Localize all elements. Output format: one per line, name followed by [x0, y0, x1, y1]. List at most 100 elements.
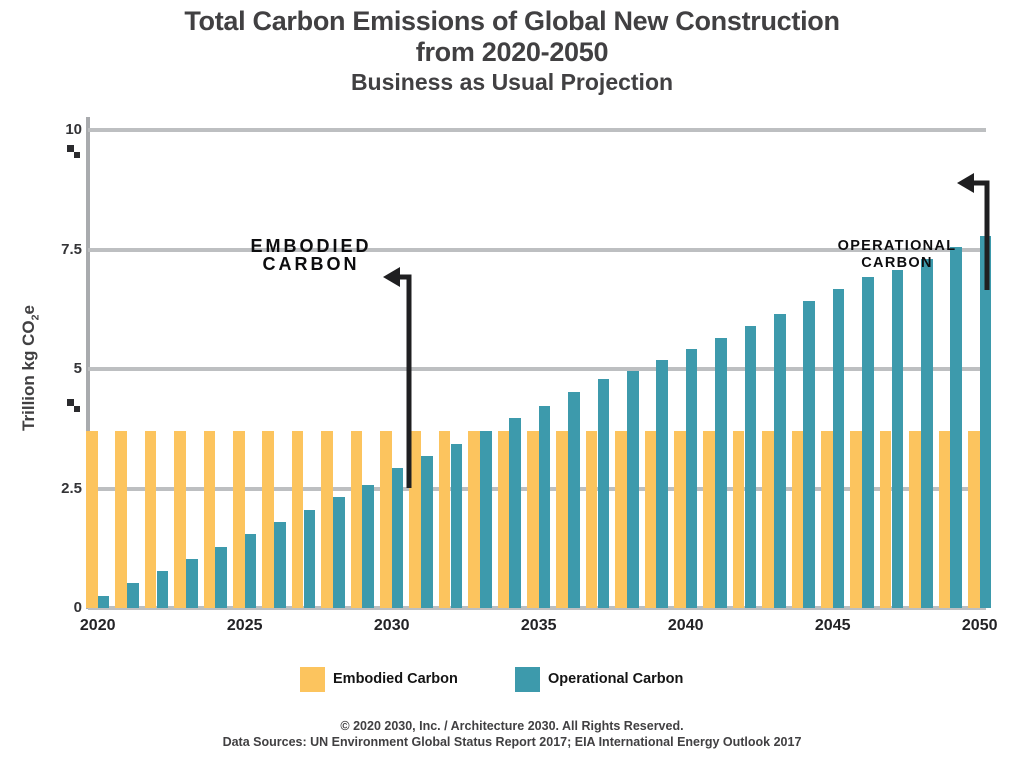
bar-embodied-2050 [968, 431, 980, 608]
y-tick-label-5: 5 [73, 360, 82, 377]
bar-operational-2027 [303, 509, 316, 608]
bar-operational-2044 [803, 301, 815, 608]
bar-operational-2028 [332, 496, 345, 608]
bar-operational-2038 [626, 371, 639, 608]
bar-operational-2035 [538, 405, 551, 608]
gridline-0 [88, 606, 986, 610]
bar-embodied-2030 [380, 431, 392, 608]
bar-operational-2034 [509, 418, 521, 608]
bar-embodied-2026 [262, 431, 275, 608]
bar-embodied-2029 [350, 431, 363, 608]
bar-embodied-2049 [938, 431, 951, 608]
bar-embodied-2025 [233, 431, 245, 608]
gridline-10 [88, 128, 986, 132]
bar-embodied-2035 [527, 431, 539, 608]
y-tick-label-2.5: 2.5 [61, 479, 82, 497]
title-block: Total Carbon Emissions of Global New Con… [0, 6, 1024, 97]
bar-embodied-2024 [203, 431, 216, 608]
annotation-operational-line2: CARBON [861, 255, 933, 271]
bar-operational-2047 [891, 269, 904, 608]
x-tick-label-2035: 2035 [520, 617, 557, 634]
bar-embodied-2045 [821, 431, 833, 608]
annotation-operational-line1: OPERATIONAL [837, 238, 957, 254]
bar-embodied-2021 [115, 431, 128, 608]
bar-embodied-2042 [732, 431, 745, 608]
bar-operational-2026 [274, 521, 286, 608]
bar-operational-2031 [421, 456, 433, 608]
axis-break-mark-upper [67, 145, 80, 158]
chart-subtitle: Business as Usual Projection [350, 69, 674, 95]
bar-embodied-2036 [556, 431, 569, 608]
operational-carbon-swatch [515, 667, 540, 692]
bar-embodied-2020 [86, 431, 98, 608]
bar-embodied-2028 [321, 431, 333, 608]
bar-operational-2042 [744, 325, 757, 608]
bar-operational-2049 [950, 247, 962, 608]
annotation-embodied-carbon: EMBODIED CARBON [201, 237, 421, 273]
legend-label-embodied: Embodied Carbon [333, 671, 458, 687]
bar-operational-2039 [656, 360, 668, 608]
chart-title-line2: from 2020-2050 [415, 37, 609, 67]
annotation-embodied-line1: EMBODIED [250, 236, 372, 256]
data-sources-line: Data Sources: UN Environment Global Stat… [222, 735, 802, 749]
y-axis-line [86, 117, 90, 609]
bar-operational-2050 [979, 236, 992, 608]
bar-operational-2024 [215, 546, 227, 608]
bar-embodied-2041 [703, 431, 716, 608]
footer: © 2020 2030, Inc. / Architecture 2030. A… [0, 718, 1024, 750]
bar-operational-2029 [362, 484, 374, 608]
bar-embodied-2044 [791, 431, 804, 608]
bar-operational-2033 [479, 431, 492, 608]
bar-operational-2020 [97, 596, 110, 608]
chart-title-line1: Total Carbon Emissions of Global New Con… [184, 6, 840, 36]
bar-operational-2040 [685, 348, 698, 608]
x-tick-label-2045: 2045 [814, 617, 851, 634]
axis-break-cell [73, 405, 80, 412]
bar-embodied-2037 [585, 431, 598, 608]
x-tick-label-2030: 2030 [373, 617, 410, 634]
bar-embodied-2040 [674, 431, 686, 608]
bar-operational-2036 [568, 392, 580, 608]
bar-embodied-2043 [762, 431, 774, 608]
embodied-annotation-arrow-line [398, 274, 412, 488]
bar-operational-2032 [450, 443, 463, 608]
y-axis-title-suffix: e [19, 305, 38, 315]
bar-operational-2043 [773, 314, 786, 608]
bar-operational-2025 [244, 533, 257, 608]
bar-operational-2023 [185, 558, 198, 608]
bar-embodied-2047 [879, 431, 892, 608]
bar-embodied-2046 [850, 431, 863, 608]
axis-break-cell [73, 151, 80, 158]
y-tick-label-10: 10 [65, 121, 82, 138]
bar-operational-2041 [715, 337, 727, 608]
x-tick-label-2050: 2050 [961, 617, 998, 634]
axis-break-cell [67, 399, 74, 406]
bar-embodied-2027 [291, 431, 304, 608]
axis-break-cell [67, 145, 74, 152]
operational-annotation-arrow-head [957, 173, 974, 193]
bar-embodied-2023 [174, 431, 186, 608]
y-tick-label-7.5: 7.5 [61, 240, 82, 258]
y-axis-title-subscript: 2 [29, 314, 42, 321]
x-tick-label-2040: 2040 [667, 617, 704, 634]
bar-embodied-2039 [644, 431, 657, 608]
bar-operational-2022 [156, 570, 169, 608]
bar-embodied-2034 [497, 431, 510, 608]
bar-operational-2021 [127, 583, 139, 608]
bar-embodied-2033 [468, 431, 480, 608]
copyright-line: © 2020 2030, Inc. / Architecture 2030. A… [340, 719, 684, 733]
y-tick-label-0: 0 [73, 599, 82, 616]
bar-operational-2030 [391, 467, 404, 608]
gridline-5 [88, 367, 986, 371]
annotation-embodied-line2: CARBON [262, 254, 360, 274]
gridline-7.5 [88, 247, 986, 252]
x-tick-label-2025: 2025 [226, 617, 263, 634]
annotation-operational-carbon: OPERATIONAL CARBON [797, 238, 997, 272]
legend-label-operational: Operational Carbon [548, 671, 684, 687]
embodied-carbon-swatch [300, 667, 325, 692]
bar-operational-2045 [832, 288, 845, 608]
bar-embodied-2048 [909, 431, 921, 608]
bar-embodied-2038 [615, 431, 627, 608]
bar-embodied-2022 [144, 431, 157, 608]
